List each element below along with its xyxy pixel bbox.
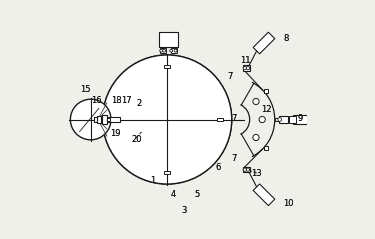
- Text: 13: 13: [252, 169, 262, 179]
- Text: 7: 7: [232, 154, 237, 163]
- Circle shape: [253, 98, 259, 105]
- Text: 6: 6: [216, 163, 221, 172]
- Text: 17: 17: [121, 96, 132, 105]
- Text: 15: 15: [80, 85, 91, 94]
- Bar: [243, 65, 250, 71]
- Bar: [289, 116, 296, 123]
- Text: 7: 7: [232, 114, 237, 123]
- Text: 11: 11: [240, 56, 250, 65]
- Bar: [107, 117, 120, 122]
- Circle shape: [163, 49, 165, 52]
- Bar: [253, 184, 275, 206]
- Circle shape: [174, 49, 177, 52]
- Text: 13: 13: [252, 169, 262, 179]
- Bar: [164, 65, 170, 69]
- Bar: [94, 117, 97, 122]
- Text: 19: 19: [110, 129, 120, 138]
- Text: 20: 20: [131, 135, 142, 144]
- Text: 9: 9: [297, 114, 303, 123]
- Circle shape: [246, 168, 250, 171]
- Text: 2: 2: [136, 99, 141, 109]
- Bar: [243, 167, 250, 172]
- Bar: [253, 32, 275, 54]
- Circle shape: [103, 55, 232, 184]
- Text: 18: 18: [111, 96, 122, 105]
- Bar: [293, 115, 318, 124]
- Text: 20: 20: [131, 135, 142, 144]
- Text: 6: 6: [216, 163, 221, 172]
- Text: 12: 12: [261, 105, 272, 114]
- Bar: [171, 48, 177, 53]
- Text: 10: 10: [283, 199, 294, 208]
- Text: 4: 4: [170, 190, 176, 199]
- Circle shape: [246, 66, 250, 70]
- Circle shape: [259, 116, 265, 123]
- Bar: [107, 118, 110, 121]
- Text: 12: 12: [261, 105, 272, 114]
- Text: 16: 16: [92, 96, 102, 105]
- Text: 15: 15: [80, 85, 91, 94]
- Circle shape: [170, 49, 172, 52]
- Text: 10: 10: [283, 199, 294, 208]
- Circle shape: [243, 168, 246, 171]
- Text: 1: 1: [150, 176, 156, 185]
- Text: 11: 11: [240, 56, 250, 65]
- Text: 8: 8: [283, 34, 288, 43]
- Bar: [159, 32, 178, 47]
- Bar: [264, 147, 268, 150]
- Circle shape: [278, 118, 282, 121]
- Text: 3: 3: [182, 206, 187, 215]
- Bar: [97, 116, 102, 123]
- Circle shape: [243, 66, 246, 70]
- Bar: [164, 170, 170, 174]
- Text: 7: 7: [232, 154, 237, 163]
- Text: 5: 5: [195, 190, 200, 199]
- Text: 19: 19: [110, 129, 120, 138]
- Text: 1: 1: [150, 176, 156, 185]
- Bar: [279, 116, 288, 123]
- Text: 16: 16: [92, 96, 102, 105]
- Circle shape: [103, 55, 232, 184]
- Bar: [102, 115, 107, 124]
- Text: 7: 7: [228, 71, 233, 81]
- Text: 3: 3: [182, 206, 187, 215]
- Text: 7: 7: [232, 114, 237, 123]
- Text: 7: 7: [228, 71, 233, 81]
- Circle shape: [70, 99, 111, 140]
- Bar: [275, 118, 279, 121]
- Bar: [264, 89, 268, 92]
- Text: 9: 9: [297, 114, 303, 123]
- Text: 4: 4: [170, 190, 176, 199]
- Text: 8: 8: [283, 34, 288, 43]
- Text: 17: 17: [121, 96, 132, 105]
- Bar: [160, 48, 166, 53]
- Circle shape: [253, 134, 259, 141]
- Text: 18: 18: [111, 96, 122, 105]
- Text: 2: 2: [136, 99, 141, 109]
- Text: 5: 5: [195, 190, 200, 199]
- Circle shape: [160, 49, 163, 52]
- Bar: [217, 118, 223, 121]
